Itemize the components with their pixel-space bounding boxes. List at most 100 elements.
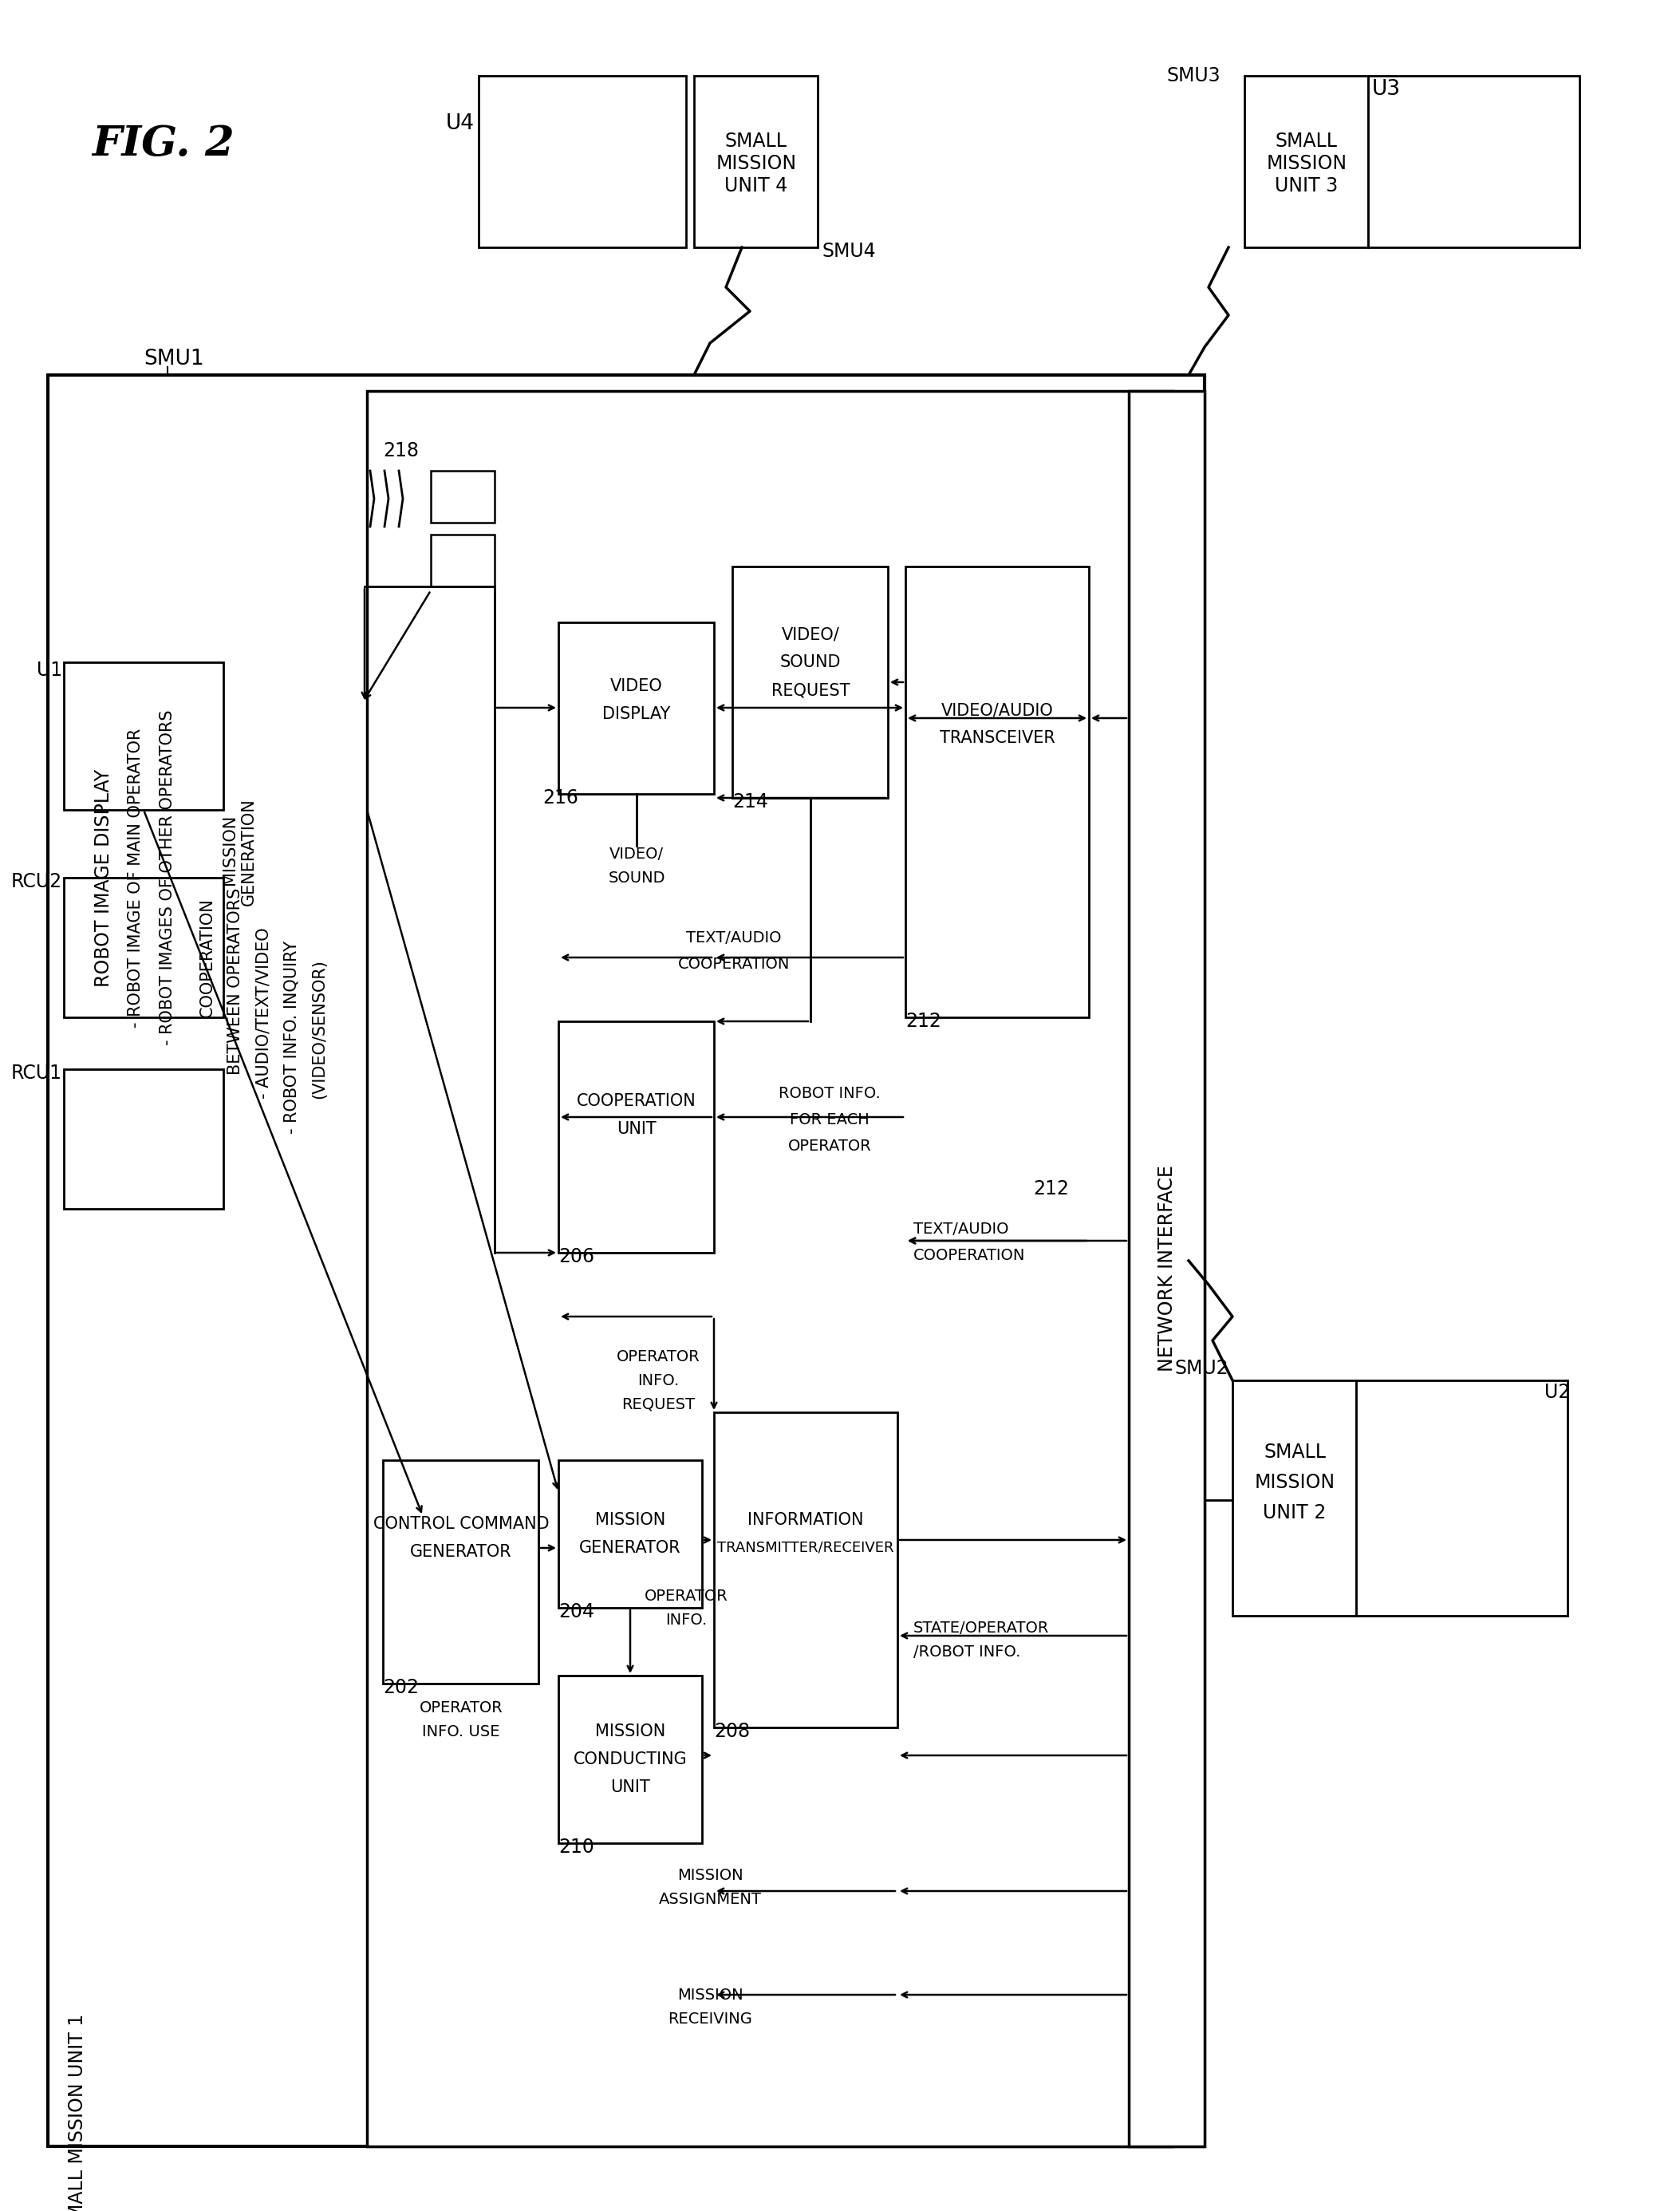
Text: 210: 210 (558, 1837, 595, 1857)
Bar (558, 1021, 714, 1254)
Bar (732, 566, 887, 798)
Text: VIDEO/: VIDEO/ (610, 847, 664, 862)
Bar (694, 75, 818, 248)
Text: TEXT/AUDIO: TEXT/AUDIO (914, 1220, 1008, 1236)
Text: 216: 216 (543, 789, 578, 807)
Bar (64, 663, 223, 809)
Text: 218: 218 (383, 442, 418, 460)
Text: 206: 206 (558, 1247, 595, 1267)
Text: OPERATOR: OPERATOR (617, 1349, 701, 1364)
Text: INFORMATION: INFORMATION (748, 1512, 864, 1528)
Text: 204: 204 (558, 1603, 595, 1621)
Text: UNIT: UNIT (610, 1780, 650, 1795)
Text: U4: U4 (445, 113, 475, 135)
Text: SMU4: SMU4 (822, 241, 875, 261)
Text: - ROBOT INFO. INQUIRY: - ROBOT INFO. INQUIRY (284, 940, 299, 1134)
Text: U3: U3 (1373, 80, 1401, 99)
Bar (430, 535, 494, 586)
Bar (906, 566, 1089, 1017)
Text: 208: 208 (714, 1722, 749, 1740)
Text: COOPERATION: COOPERATION (200, 898, 215, 1017)
Text: STATE/OPERATOR: STATE/OPERATOR (914, 1621, 1050, 1636)
Text: MISSION: MISSION (595, 1725, 665, 1740)
Text: COOPERATION: COOPERATION (576, 1092, 696, 1110)
Text: 212: 212 (906, 1013, 941, 1030)
Text: TRANSCEIVER: TRANSCEIVER (939, 730, 1055, 745)
Text: - ROBOT IMAGES OF OTHER OPERATORS: - ROBOT IMAGES OF OTHER OPERATORS (160, 710, 175, 1046)
Text: 212: 212 (1033, 1178, 1068, 1198)
Text: 214: 214 (732, 792, 768, 811)
Text: VIDEO: VIDEO (610, 679, 664, 694)
Text: REQUEST: REQUEST (771, 683, 850, 699)
Text: ROBOT IMAGE DISPLAY: ROBOT IMAGE DISPLAY (94, 769, 113, 986)
Text: TRANSMITTER/RECEIVER: TRANSMITTER/RECEIVER (717, 1541, 894, 1554)
Text: MISSION: MISSION (1255, 1473, 1336, 1492)
Bar (714, 1413, 897, 1727)
Text: /ROBOT INFO.: /ROBOT INFO. (914, 1645, 1020, 1658)
Text: GENERATION: GENERATION (240, 798, 257, 907)
Text: 202: 202 (383, 1678, 418, 1698)
Bar (558, 621, 714, 794)
Text: MISSION: MISSION (222, 814, 239, 884)
Bar (479, 75, 685, 248)
Text: U1: U1 (37, 661, 62, 679)
Text: SMU2: SMU2 (1174, 1360, 1228, 1377)
Text: RECEIVING: RECEIVING (667, 2012, 753, 2025)
Text: COOPERATION: COOPERATION (679, 957, 790, 971)
Text: U2: U2 (1544, 1382, 1569, 1402)
Text: SMU1: SMU1 (143, 349, 203, 369)
Bar (1368, 75, 1579, 248)
Text: OPERATOR: OPERATOR (788, 1139, 872, 1154)
Bar (1245, 75, 1368, 248)
Text: COOPERATION: COOPERATION (914, 1247, 1025, 1262)
Text: VIDEO/AUDIO: VIDEO/AUDIO (941, 703, 1053, 719)
Bar (1129, 391, 1205, 2147)
Text: GENERATOR: GENERATOR (580, 1539, 680, 1557)
Text: ROBOT INFO.: ROBOT INFO. (778, 1086, 880, 1101)
Text: VIDEO/: VIDEO/ (781, 626, 840, 643)
Text: BETWEEN OPERATORS: BETWEEN OPERATORS (227, 889, 244, 1075)
Bar (1356, 1380, 1567, 1616)
Text: UNIT: UNIT (617, 1121, 657, 1136)
Text: OPERATOR: OPERATOR (643, 1587, 727, 1603)
Text: OPERATOR: OPERATOR (420, 1700, 502, 1716)
Text: REQUEST: REQUEST (622, 1397, 696, 1413)
Text: SOUND: SOUND (780, 654, 842, 670)
Text: FIG. 2: FIG. 2 (92, 124, 234, 164)
Text: MISSION: MISSION (595, 1512, 665, 1528)
Bar (430, 471, 494, 522)
Text: MISSION: MISSION (677, 1988, 743, 2003)
Bar (64, 1070, 223, 1209)
Bar (366, 391, 1173, 2147)
Text: INFO. USE: INFO. USE (422, 1725, 501, 1740)
Text: - AUDIO/TEXT/VIDEO: - AUDIO/TEXT/VIDEO (255, 929, 270, 1099)
Bar (558, 1676, 702, 1844)
Text: NETWORK INTERFACE: NETWORK INTERFACE (1158, 1165, 1176, 1373)
Bar (47, 376, 1205, 2147)
Bar (64, 878, 223, 1017)
Text: GENERATOR: GENERATOR (410, 1543, 512, 1561)
Text: SMALL
MISSION
UNIT 4: SMALL MISSION UNIT 4 (716, 133, 796, 195)
Text: SMALL MISSION UNIT 1: SMALL MISSION UNIT 1 (67, 2014, 87, 2211)
Text: CONTROL COMMAND: CONTROL COMMAND (373, 1517, 549, 1532)
Text: ASSIGNMENT: ASSIGNMENT (659, 1890, 761, 1906)
Text: RCU1: RCU1 (12, 1063, 62, 1083)
Text: - ROBOT IMAGE OF MAIN OPERATOR: - ROBOT IMAGE OF MAIN OPERATOR (128, 727, 143, 1028)
Text: SOUND: SOUND (608, 871, 665, 884)
Text: TEXT/AUDIO: TEXT/AUDIO (685, 931, 781, 944)
Bar (383, 1459, 539, 1683)
Text: UNIT 2: UNIT 2 (1263, 1503, 1326, 1523)
Bar (558, 1459, 702, 1607)
Text: CONDUCTING: CONDUCTING (573, 1751, 687, 1767)
Text: INFO.: INFO. (665, 1612, 707, 1627)
Text: SMU3: SMU3 (1166, 66, 1220, 86)
Text: SMALL
MISSION
UNIT 3: SMALL MISSION UNIT 3 (1267, 133, 1347, 195)
Text: DISPLAY: DISPLAY (603, 705, 670, 723)
Text: FOR EACH: FOR EACH (790, 1112, 870, 1128)
Bar (1233, 1380, 1356, 1616)
Text: (VIDEO/SENSOR): (VIDEO/SENSOR) (311, 960, 328, 1099)
Text: SMALL: SMALL (1263, 1442, 1326, 1461)
Text: INFO.: INFO. (637, 1373, 679, 1389)
Text: RCU2: RCU2 (12, 871, 62, 891)
Text: MISSION: MISSION (677, 1868, 743, 1882)
